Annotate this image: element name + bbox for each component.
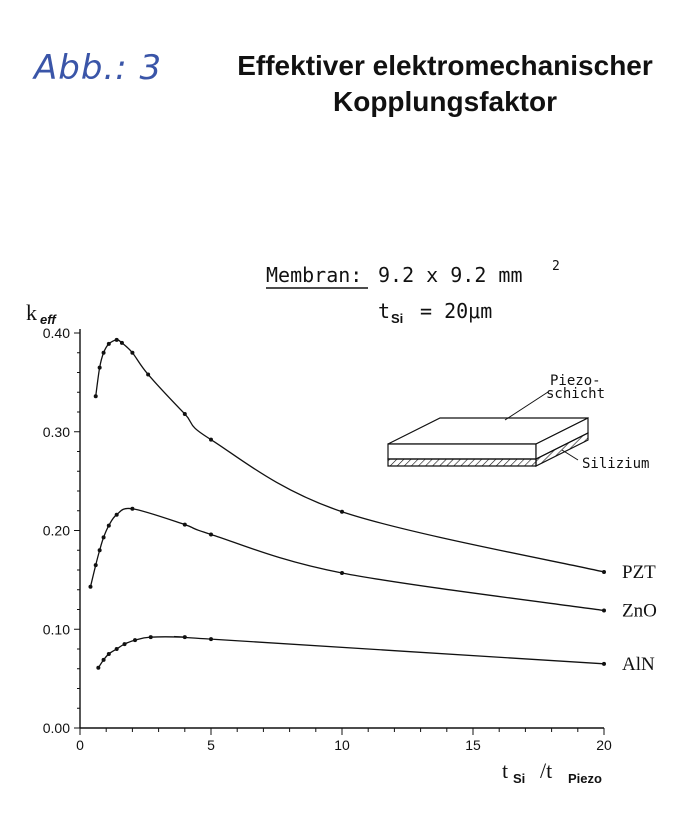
data-point-zno (88, 584, 93, 589)
data-point-aln (106, 651, 111, 656)
y-tick-label: 0.20 (43, 523, 70, 539)
layer-schematic: Piezo- schicht Silizium (387, 373, 649, 472)
piezo-leader-line (504, 391, 549, 421)
silicon-layer-side (535, 432, 589, 467)
data-point-aln (101, 657, 106, 662)
data-point-pzt (209, 437, 213, 442)
y-tick-label: 0.10 (43, 621, 70, 637)
data-point-zno (209, 532, 213, 537)
series-line-zno (89, 507, 605, 612)
title-line-1: Effektiver elektromechanischer (237, 50, 653, 81)
x-tick-label: 20 (596, 737, 612, 753)
data-point-zno (130, 506, 135, 511)
silicon-leader-line (561, 449, 579, 461)
x-tick-label: 10 (334, 737, 350, 753)
x-tick-label: 5 (207, 737, 215, 753)
series-group: PZT ZnO AlN (88, 337, 657, 675)
x-axis-label-sub2: Piezo (568, 771, 602, 786)
thickness-subscript: Si (391, 311, 403, 326)
data-point-aln (182, 635, 187, 640)
data-point-zno (114, 512, 119, 517)
x-tick-label: 15 (465, 737, 481, 753)
silicon-layer-front (387, 458, 537, 467)
y-axis-label: k (26, 300, 37, 325)
membrane-size-exponent: 2 (552, 259, 560, 274)
data-point-pzt (101, 350, 106, 355)
data-point-zno (340, 570, 344, 575)
data-point-zno (602, 608, 606, 613)
piezo-label-line-2: schicht (546, 386, 605, 402)
data-point-aln (602, 661, 606, 666)
data-point-pzt (130, 350, 135, 355)
y-axis-label-subscript: eff (40, 312, 57, 327)
data-point-pzt (146, 372, 151, 377)
data-point-pzt (114, 337, 119, 342)
x-axis-label: t Si /t Piezo (502, 758, 602, 786)
x-axis-label-main: t (502, 758, 508, 783)
data-point-zno (97, 548, 102, 553)
data-point-pzt (97, 365, 102, 370)
series-line-aln (97, 635, 605, 669)
silicon-label: Silizium (582, 456, 649, 472)
y-tick-label: 0.40 (43, 325, 70, 341)
membrane-size: 9.2 x 9.2 mm (378, 263, 523, 287)
data-point-aln (133, 638, 138, 643)
x-axis-label-separator: /t (540, 758, 552, 783)
membrane-annotation: Membran: 9.2 x 9.2 mm 2 t Si = 20μm (266, 259, 560, 326)
title-line-2: Kopplungsfaktor (333, 86, 557, 117)
data-point-pzt (182, 411, 187, 416)
thickness-symbol: t (378, 299, 390, 323)
data-point-zno (93, 563, 98, 568)
data-point-aln (96, 665, 101, 670)
data-point-zno (101, 535, 106, 540)
series-label-aln: AlN (622, 654, 655, 675)
data-point-pzt (602, 569, 606, 574)
data-point-pzt (93, 394, 98, 399)
data-point-aln (209, 637, 213, 642)
data-point-zno (182, 522, 187, 527)
membrane-label: Membran: (266, 263, 362, 287)
page-title: Effektiver elektromechanischer Kopplungs… (210, 48, 680, 120)
series-label-zno: ZnO (622, 600, 657, 621)
piezo-label-line-1: Piezo- (550, 373, 601, 389)
y-tick-label: 0.00 (43, 720, 70, 736)
data-point-zno (106, 523, 111, 528)
piezo-layer-front (387, 443, 537, 460)
data-point-aln (148, 635, 153, 640)
series-label-pzt: PZT (622, 562, 656, 583)
x-axis-label-sub1: Si (513, 771, 525, 786)
figure-number-handwritten: Abb.: 3 (34, 48, 163, 88)
data-point-aln (114, 647, 119, 651)
data-point-pzt (340, 509, 344, 514)
data-point-pzt (119, 340, 124, 345)
data-point-aln (122, 642, 127, 647)
x-tick-label: 0 (76, 737, 84, 753)
axes: 0.00 0.10 0.20 0.30 0.40 0 5 10 15 20 (43, 325, 612, 753)
y-tick-label: 0.30 (43, 424, 70, 440)
thickness-value: = 20μm (420, 299, 492, 323)
data-point-pzt (106, 341, 111, 346)
